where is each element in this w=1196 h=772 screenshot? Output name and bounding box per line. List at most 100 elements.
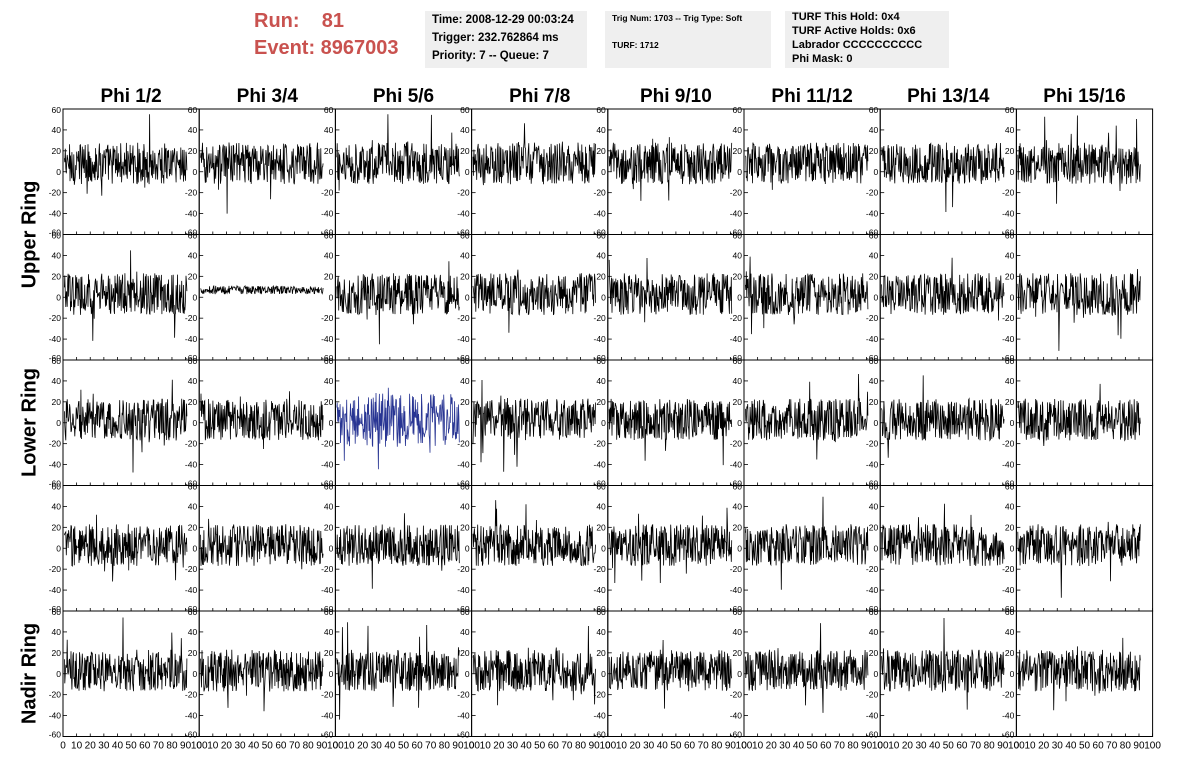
y-tick-label: 20 <box>188 648 198 658</box>
y-tick-label: 40 <box>324 125 334 135</box>
event-number-label: Event: 8967003 <box>254 37 399 59</box>
waveform-trace <box>336 387 460 470</box>
y-tick-label: 40 <box>52 376 62 386</box>
x-tick-label: 60 <box>956 741 968 752</box>
x-tick-label: 90 <box>997 741 1009 752</box>
x-tick-label: 100 <box>872 741 889 752</box>
y-tick-label: -20 <box>321 564 334 574</box>
x-tick-label: 0 <box>196 741 202 752</box>
y-tick-label: 20 <box>460 522 470 532</box>
y-tick-label: 40 <box>188 376 198 386</box>
y-tick-label: 0 <box>465 418 470 428</box>
y-tick-label: 0 <box>192 292 197 302</box>
y-tick-label: -40 <box>49 585 62 595</box>
y-tick-label: 0 <box>465 167 470 177</box>
y-tick-label: 60 <box>460 607 470 617</box>
y-tick-label: 0 <box>56 292 61 302</box>
y-tick-label: 60 <box>1005 105 1015 115</box>
y-tick-label: 60 <box>869 105 879 115</box>
y-tick-label: -20 <box>730 439 743 449</box>
x-tick-label: 30 <box>507 741 519 752</box>
y-tick-label: 60 <box>52 356 62 366</box>
y-tick-label: -40 <box>1002 585 1015 595</box>
y-tick-label: 40 <box>733 125 743 135</box>
y-tick-label: 60 <box>188 482 198 492</box>
x-tick-label: 100 <box>599 741 616 752</box>
y-tick-label: -60 <box>185 479 198 489</box>
y-tick-label: 40 <box>460 376 470 386</box>
y-tick-label: -20 <box>49 439 62 449</box>
y-tick-label: 0 <box>465 292 470 302</box>
x-tick-label: 100 <box>1008 741 1025 752</box>
x-tick-label: 100 <box>327 741 344 752</box>
x-tick-label: 60 <box>820 741 832 752</box>
waveform-trace <box>64 114 188 196</box>
y-tick-label: 0 <box>873 167 878 177</box>
y-tick-label: 20 <box>733 397 743 407</box>
y-tick-label: 0 <box>1010 167 1015 177</box>
y-tick-label: -40 <box>321 334 334 344</box>
y-tick-label: -40 <box>185 460 198 470</box>
x-tick-label: 100 <box>736 741 753 752</box>
waveform-trace <box>472 123 596 186</box>
y-tick-label: -60 <box>866 353 879 363</box>
y-tick-label: -40 <box>866 460 879 470</box>
y-tick-label: -40 <box>1002 711 1015 721</box>
x-tick-label: 90 <box>452 741 464 752</box>
x-tick-label: 90 <box>1133 741 1145 752</box>
y-tick-label: 20 <box>869 271 879 281</box>
y-tick-label: -40 <box>594 334 607 344</box>
y-tick-label: 40 <box>460 627 470 637</box>
y-tick-label: -40 <box>457 585 470 595</box>
y-tick-label: 20 <box>188 397 198 407</box>
y-tick-label: 20 <box>1005 271 1015 281</box>
x-tick-label: 70 <box>289 741 301 752</box>
y-tick-label: -20 <box>321 439 334 449</box>
y-tick-label: 40 <box>188 250 198 260</box>
y-tick-label: -40 <box>49 209 62 219</box>
y-tick-label: 60 <box>869 607 879 617</box>
y-tick-label: -20 <box>1002 439 1015 449</box>
y-tick-label: -60 <box>866 228 879 238</box>
y-tick-label: -40 <box>594 711 607 721</box>
y-tick-label: -40 <box>866 209 879 219</box>
y-tick-label: 60 <box>869 356 879 366</box>
y-tick-label: 60 <box>188 356 198 366</box>
y-tick-label: 0 <box>873 292 878 302</box>
waveform-trace <box>881 375 1005 458</box>
waveform-trace <box>64 617 188 692</box>
y-tick-label: 20 <box>596 648 606 658</box>
y-tick-label: 0 <box>56 543 61 553</box>
y-tick-label: -20 <box>866 439 879 449</box>
y-tick-label: 60 <box>596 482 606 492</box>
x-tick-label: 70 <box>153 741 165 752</box>
y-tick-label: 60 <box>596 231 606 241</box>
priority-line: Priority: 7 -- Queue: 7 <box>432 50 549 62</box>
y-tick-label: -20 <box>730 564 743 574</box>
y-tick-label: 40 <box>869 125 879 135</box>
x-tick-label: 30 <box>1052 741 1064 752</box>
y-tick-label: -60 <box>730 479 743 489</box>
y-tick-label: -40 <box>185 209 198 219</box>
run-number-label: Run: 81 <box>254 10 345 32</box>
y-tick-label: -60 <box>457 604 470 614</box>
y-tick-label: 60 <box>1005 356 1015 366</box>
waveform-trace <box>64 514 188 582</box>
x-tick-label: 10 <box>1024 741 1036 752</box>
y-tick-label: -60 <box>1002 353 1015 363</box>
y-tick-label: -40 <box>49 711 62 721</box>
y-tick-label: 60 <box>733 482 743 492</box>
y-tick-label: -40 <box>185 585 198 595</box>
waveform-trace <box>1017 383 1141 447</box>
y-tick-label: -40 <box>594 209 607 219</box>
y-tick-label: -40 <box>594 585 607 595</box>
